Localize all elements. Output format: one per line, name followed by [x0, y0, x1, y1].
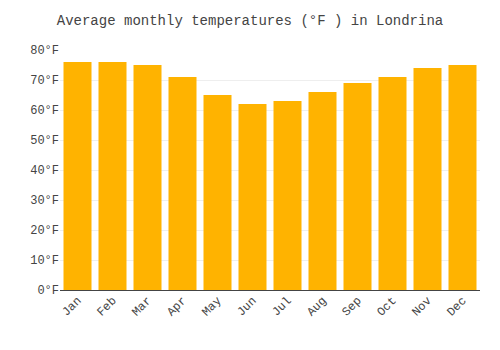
svg-text:0°F: 0°F	[37, 284, 59, 298]
svg-text:Mar: Mar	[129, 294, 154, 319]
svg-text:Jan: Jan	[59, 294, 84, 319]
svg-text:Feb: Feb	[94, 294, 119, 319]
svg-text:10°F: 10°F	[30, 254, 59, 268]
svg-text:Oct: Oct	[374, 294, 399, 319]
svg-text:20°F: 20°F	[30, 224, 59, 238]
svg-text:60°F: 60°F	[30, 104, 59, 118]
svg-text:Apr: Apr	[164, 294, 189, 319]
svg-text:30°F: 30°F	[30, 194, 59, 208]
svg-text:Jun: Jun	[234, 294, 259, 319]
svg-text:70°F: 70°F	[30, 74, 59, 88]
svg-text:80°F: 80°F	[30, 44, 59, 58]
svg-text:Jul: Jul	[269, 294, 294, 319]
svg-text:Average monthly temperatures (: Average monthly temperatures (°F ) in Lo…	[57, 13, 443, 29]
svg-text:40°F: 40°F	[30, 164, 59, 178]
svg-text:Aug: Aug	[304, 294, 329, 319]
svg-text:Nov: Nov	[409, 294, 434, 319]
svg-text:Dec: Dec	[444, 294, 469, 319]
svg-text:50°F: 50°F	[30, 134, 59, 148]
svg-text:Sep: Sep	[339, 294, 364, 319]
svg-text:May: May	[199, 294, 224, 319]
